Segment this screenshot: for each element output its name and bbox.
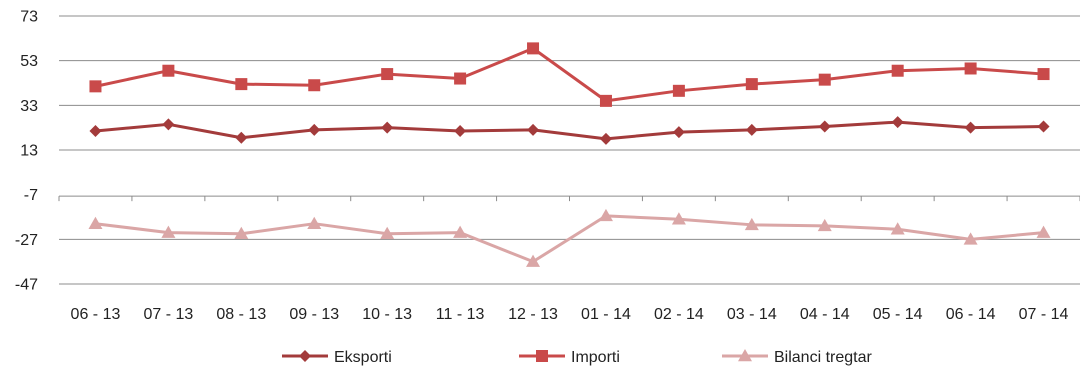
data-point [235,131,248,144]
data-point [89,125,102,138]
category-axis [58,195,1080,202]
x-tick-label: 09 - 13 [289,306,339,323]
data-point [453,225,468,238]
legend-label: Eksporti [334,349,392,366]
data-point [744,217,759,231]
y-tick-label: 13 [20,143,38,160]
data-point [1037,120,1050,133]
data-point [454,125,467,138]
series-layer [88,42,1051,267]
data-point [1036,225,1051,238]
data-point [235,78,248,91]
data-point [964,121,977,134]
gridlines [59,15,1080,285]
series-line [95,46,1044,103]
data-point [745,78,758,91]
data-point [526,254,541,267]
data-point [599,94,612,107]
series-eksporti [89,116,1050,145]
data-point [599,132,612,145]
data-point [891,64,904,77]
data-point [89,80,102,93]
data-point [308,79,321,92]
data-point [817,218,832,232]
y-tick-label: -27 [15,232,38,249]
data-point [307,216,322,229]
legend-item: Bilanci tregtar [722,349,872,366]
x-tick-label: 07 - 14 [1019,306,1069,323]
data-point [672,126,685,139]
data-point [162,118,175,131]
data-point [161,225,176,238]
series-importi [89,42,1050,107]
y-axis-tick-labels: 73 53 33 13 -7 -27 -47 [15,9,38,294]
x-tick-label: 04 - 14 [800,306,850,323]
y-tick-label: -47 [15,277,38,294]
y-tick-label: 53 [20,53,38,70]
data-point [963,232,978,245]
data-point [891,116,904,129]
legend-label: Bilanci tregtar [774,349,872,366]
legend-marker [536,350,548,362]
x-tick-label: 03 - 14 [727,306,777,323]
data-point [234,226,249,239]
data-point [381,121,394,134]
y-tick-label: -7 [24,187,38,204]
x-tick-label: 11 - 13 [436,306,485,323]
x-tick-label: 10 - 13 [362,306,412,323]
data-point [890,222,905,235]
x-tick-label: 06 - 13 [71,306,121,323]
data-point [527,123,540,136]
data-point [162,64,175,77]
series-line [95,120,1044,141]
series-line [95,214,1044,264]
data-point [818,73,831,86]
data-point [745,123,758,136]
data-point [381,68,394,81]
legend-label: Importi [571,349,620,366]
data-point [308,123,321,136]
legend-item: Eksporti [282,349,392,366]
x-tick-label: 05 - 14 [873,306,923,323]
data-point [671,212,686,225]
x-tick-label: 01 - 14 [581,306,631,323]
x-tick-label: 08 - 13 [216,306,266,323]
data-point [964,62,977,75]
data-point [818,120,831,133]
x-tick-label: 06 - 14 [946,306,996,323]
legend-marker [299,350,311,362]
data-point [454,72,467,85]
x-tick-label: 07 - 13 [143,306,193,323]
legend-marker [738,349,752,362]
data-point [380,226,395,239]
data-point [527,42,540,55]
data-point [88,216,103,229]
x-axis-tick-labels: 06 - 13 07 - 13 08 - 13 09 - 13 10 - 13 11 - … [71,306,1069,323]
x-tick-label: 02 - 14 [654,306,704,323]
data-point [1037,68,1050,81]
legend-item: Importi [519,349,620,366]
data-point [598,208,613,222]
legend: Eksporti Importi Bilanci tregtar [282,349,872,366]
data-point [672,84,685,97]
x-tick-label: 12 - 13 [508,306,558,323]
y-tick-label: 73 [20,9,38,26]
y-tick-label: 33 [20,98,38,115]
series-bilanci-tregtar [88,208,1051,267]
